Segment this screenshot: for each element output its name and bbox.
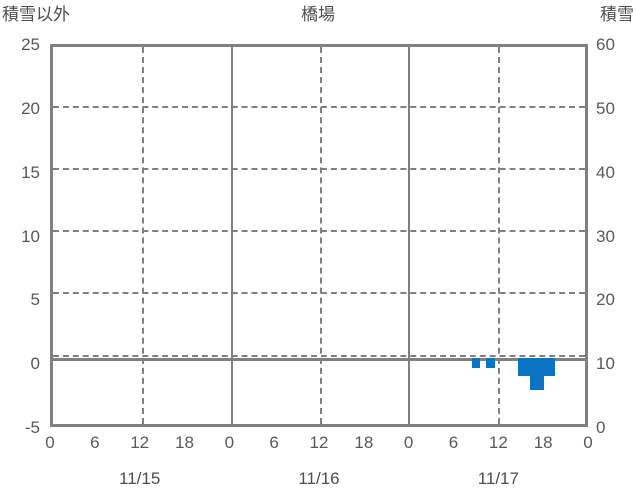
x-axis-day-label: 11/15 xyxy=(119,469,161,488)
x-axis-tick-label: 6 xyxy=(269,433,279,452)
y-axis-tick-label-right: 40 xyxy=(596,162,615,182)
x-axis-tick-label: 6 xyxy=(90,433,100,452)
x-axis-tick-label: 6 xyxy=(448,433,459,452)
x-axis-tick-label: 0 xyxy=(45,433,55,452)
horizontal-gridline xyxy=(53,168,585,171)
x-axis-tick-label: 0 xyxy=(224,433,235,452)
x-axis-tick-label: 12 xyxy=(488,433,508,452)
x-axis-tick-label: 18 xyxy=(533,433,553,452)
y-axis-tick-label-left: 20 xyxy=(21,98,40,118)
y-axis-tick-label-left: -5 xyxy=(24,418,40,437)
y-axis-tick-label-right: 60 xyxy=(596,35,615,54)
vertical-gridline-day-boundary xyxy=(407,47,410,424)
vertical-gridline-midday xyxy=(320,47,323,424)
plot-area xyxy=(50,44,588,427)
vertical-gridline-day-boundary xyxy=(230,47,233,424)
x-axis-tick-label: 18 xyxy=(354,433,374,452)
x-axis-day-label: 11/17 xyxy=(477,469,519,488)
y-axis-tick-label-right: 30 xyxy=(596,226,615,246)
x-axis-tick-label: 12 xyxy=(130,433,150,452)
right-axis-title: 積雪 xyxy=(600,5,634,24)
page-title: 橋場 xyxy=(301,5,335,24)
x-axis-tick-label: 0 xyxy=(583,433,593,452)
y-axis-tick-label-left: 15 xyxy=(21,162,40,182)
y-axis-tick-label-right: 0 xyxy=(596,418,606,437)
x-axis-tick-label: 12 xyxy=(309,433,329,452)
horizontal-gridline xyxy=(53,292,585,295)
y-axis-tick-label-right: 10 xyxy=(596,354,615,374)
vertical-gridline-midday xyxy=(141,47,144,424)
vertical-gridline-midday xyxy=(497,47,500,424)
horizontal-gridline xyxy=(53,230,585,233)
left-axis-title: 積雪以外 xyxy=(2,5,70,24)
y-axis-tick-label-left: 5 xyxy=(30,290,40,310)
zero-line xyxy=(53,358,585,362)
horizontal-gridline xyxy=(53,354,585,357)
x-axis-tick-label: 0 xyxy=(403,433,414,452)
y-axis-tick-label-left: 0 xyxy=(30,354,40,374)
y-axis-tick-label-right: 20 xyxy=(596,290,615,310)
bar xyxy=(529,358,545,390)
x-axis-tick-label: 18 xyxy=(175,433,194,452)
bar xyxy=(472,358,481,368)
bar xyxy=(486,358,495,368)
y-axis-tick-label-right: 50 xyxy=(596,98,615,118)
y-axis-tick-label-left: 25 xyxy=(21,35,40,54)
plot-inner xyxy=(53,47,585,424)
horizontal-gridline xyxy=(53,105,585,108)
x-axis-day-label: 11/16 xyxy=(298,469,340,488)
y-axis-tick-label-left: 10 xyxy=(21,226,40,246)
